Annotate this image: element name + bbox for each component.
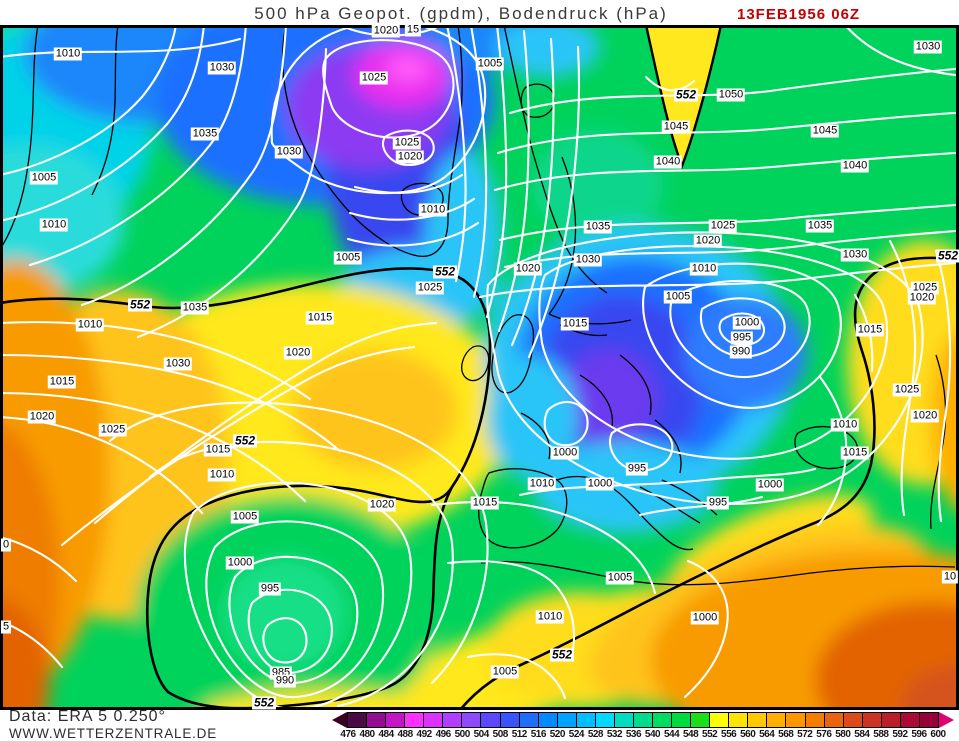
title-bar: 500 hPa Geopot. (gpdm), Bodendruck (hPa)… bbox=[0, 0, 959, 25]
colorbar-arrow-right bbox=[939, 712, 954, 728]
map-border bbox=[0, 25, 959, 710]
colorbar-tick-label: 568 bbox=[778, 729, 794, 740]
colorbar-tick-label: 540 bbox=[644, 729, 661, 740]
fill-purple-europe-core bbox=[562, 349, 658, 445]
website-text: WWW.WETTERZENTRALE.DE bbox=[9, 726, 218, 741]
colorbar-tick-label: 484 bbox=[378, 729, 394, 740]
colorbar-tick-label: 576 bbox=[816, 729, 832, 740]
colorbar-segment bbox=[919, 713, 938, 727]
colorbar-tick-label: 560 bbox=[740, 729, 756, 740]
fill-gold-azores-core bbox=[293, 350, 457, 470]
fill-orange-dark-southwest bbox=[0, 596, 50, 710]
colorbar-segment bbox=[538, 713, 558, 727]
colorbar-tick-label: 552 bbox=[702, 729, 718, 740]
colorbar-segment bbox=[614, 713, 634, 727]
colorbar-segment bbox=[748, 713, 768, 727]
colorbar-segment bbox=[481, 713, 501, 727]
colorbar-tick-label: 556 bbox=[721, 729, 737, 740]
colorbar-segment bbox=[824, 713, 844, 727]
colorbar-tick-label: 520 bbox=[549, 729, 566, 740]
colorbar-tick-label: 532 bbox=[606, 729, 623, 740]
colorbar-segment bbox=[653, 713, 673, 727]
colorbar-tick-label: 544 bbox=[663, 729, 680, 740]
colorbar-segment bbox=[881, 713, 901, 727]
colorbar-arrow-left bbox=[332, 712, 347, 728]
map-svg bbox=[0, 25, 959, 710]
colorbar-tick-label: 480 bbox=[359, 729, 375, 740]
colorbar-tick-label: 488 bbox=[397, 729, 414, 740]
colorbar bbox=[332, 712, 954, 728]
colorbar-segment bbox=[557, 713, 577, 727]
page-title: 500 hPa Geopot. (gpdm), Bodendruck (hPa) bbox=[254, 4, 668, 23]
colorbar-tick-label: 524 bbox=[568, 729, 585, 740]
colorbar-segment bbox=[633, 713, 653, 727]
colorbar-segment bbox=[691, 713, 711, 727]
colorbar-ticks: 476 480 484 488 492 496 500 504 508 512 516 520 524 5… bbox=[340, 729, 946, 741]
fill-cyan-arctic bbox=[496, 25, 600, 77]
colorbar-segment bbox=[710, 713, 730, 727]
colorbar-segment bbox=[843, 713, 863, 727]
colorbar-segment bbox=[862, 713, 882, 727]
isobar-contours bbox=[0, 25, 957, 710]
colorbar-tick-label: 528 bbox=[587, 729, 604, 740]
colorbar-segment bbox=[576, 713, 596, 727]
footer-bar: Data: ERA 5 0.250° WWW.WETTERZENTRALE.DE… bbox=[0, 708, 959, 741]
colorbar-segment bbox=[729, 713, 749, 727]
colorbar-segment bbox=[767, 713, 787, 727]
colorbar-tick-label: 516 bbox=[530, 729, 547, 740]
colorbar-tick-label: 548 bbox=[682, 729, 699, 740]
colorbar-tick-label: 564 bbox=[759, 729, 775, 740]
weather-map bbox=[0, 25, 959, 710]
fill-green-atlantic-low-core bbox=[223, 557, 347, 669]
colorbar-segment bbox=[462, 713, 482, 727]
colorbar-segment bbox=[595, 713, 615, 727]
colorbar-tick-label: 580 bbox=[835, 729, 851, 740]
colorbar-tick-label: 508 bbox=[492, 729, 509, 740]
colorbar-tick-label: 536 bbox=[625, 729, 642, 740]
fill-orange-corner-africa bbox=[902, 667, 959, 710]
colorbar-tick-label: 476 bbox=[340, 729, 356, 740]
geopotential-552-contours bbox=[0, 256, 956, 710]
colorbar-segment bbox=[519, 713, 539, 727]
colorbar-tick-label: 592 bbox=[892, 729, 908, 740]
colorbar-segment bbox=[786, 713, 806, 727]
colorbar-segment bbox=[443, 713, 463, 727]
colorbar-segment bbox=[672, 713, 692, 727]
colorbar-segment bbox=[424, 713, 444, 727]
colorbar-segment bbox=[348, 713, 368, 727]
colorbar-tick-label: 584 bbox=[854, 729, 870, 740]
datetime-badge: 13FEB1956 06Z bbox=[737, 6, 861, 23]
fill-magenta-core bbox=[386, 55, 430, 83]
colorbar-tick-label: 588 bbox=[873, 729, 889, 740]
colorbar-tick-label: 496 bbox=[435, 729, 452, 740]
colorbar-tick-label: 500 bbox=[454, 729, 471, 740]
colorbar-segments bbox=[347, 712, 939, 728]
colorbar-tick-label: 504 bbox=[473, 729, 490, 740]
colorbar-segment bbox=[900, 713, 920, 727]
colorbar-tick-label: 596 bbox=[911, 729, 927, 740]
data-source-text: Data: ERA 5 0.250° bbox=[9, 708, 166, 725]
colorbar-segment bbox=[405, 713, 425, 727]
colorbar-segment bbox=[805, 713, 825, 727]
fill-teal-norwegian-sea bbox=[533, 130, 663, 240]
colorbar-tick-label: 600 bbox=[930, 729, 946, 740]
colorbar-tick-label: 492 bbox=[416, 729, 433, 740]
colorbar-tick-label: 512 bbox=[511, 729, 528, 740]
fill-cyan-west-europe bbox=[486, 355, 578, 479]
colorbar-segment bbox=[367, 713, 387, 727]
colorbar-segment bbox=[386, 713, 406, 727]
colorbar-tick-label: 572 bbox=[797, 729, 813, 740]
colorbar-segment bbox=[500, 713, 520, 727]
